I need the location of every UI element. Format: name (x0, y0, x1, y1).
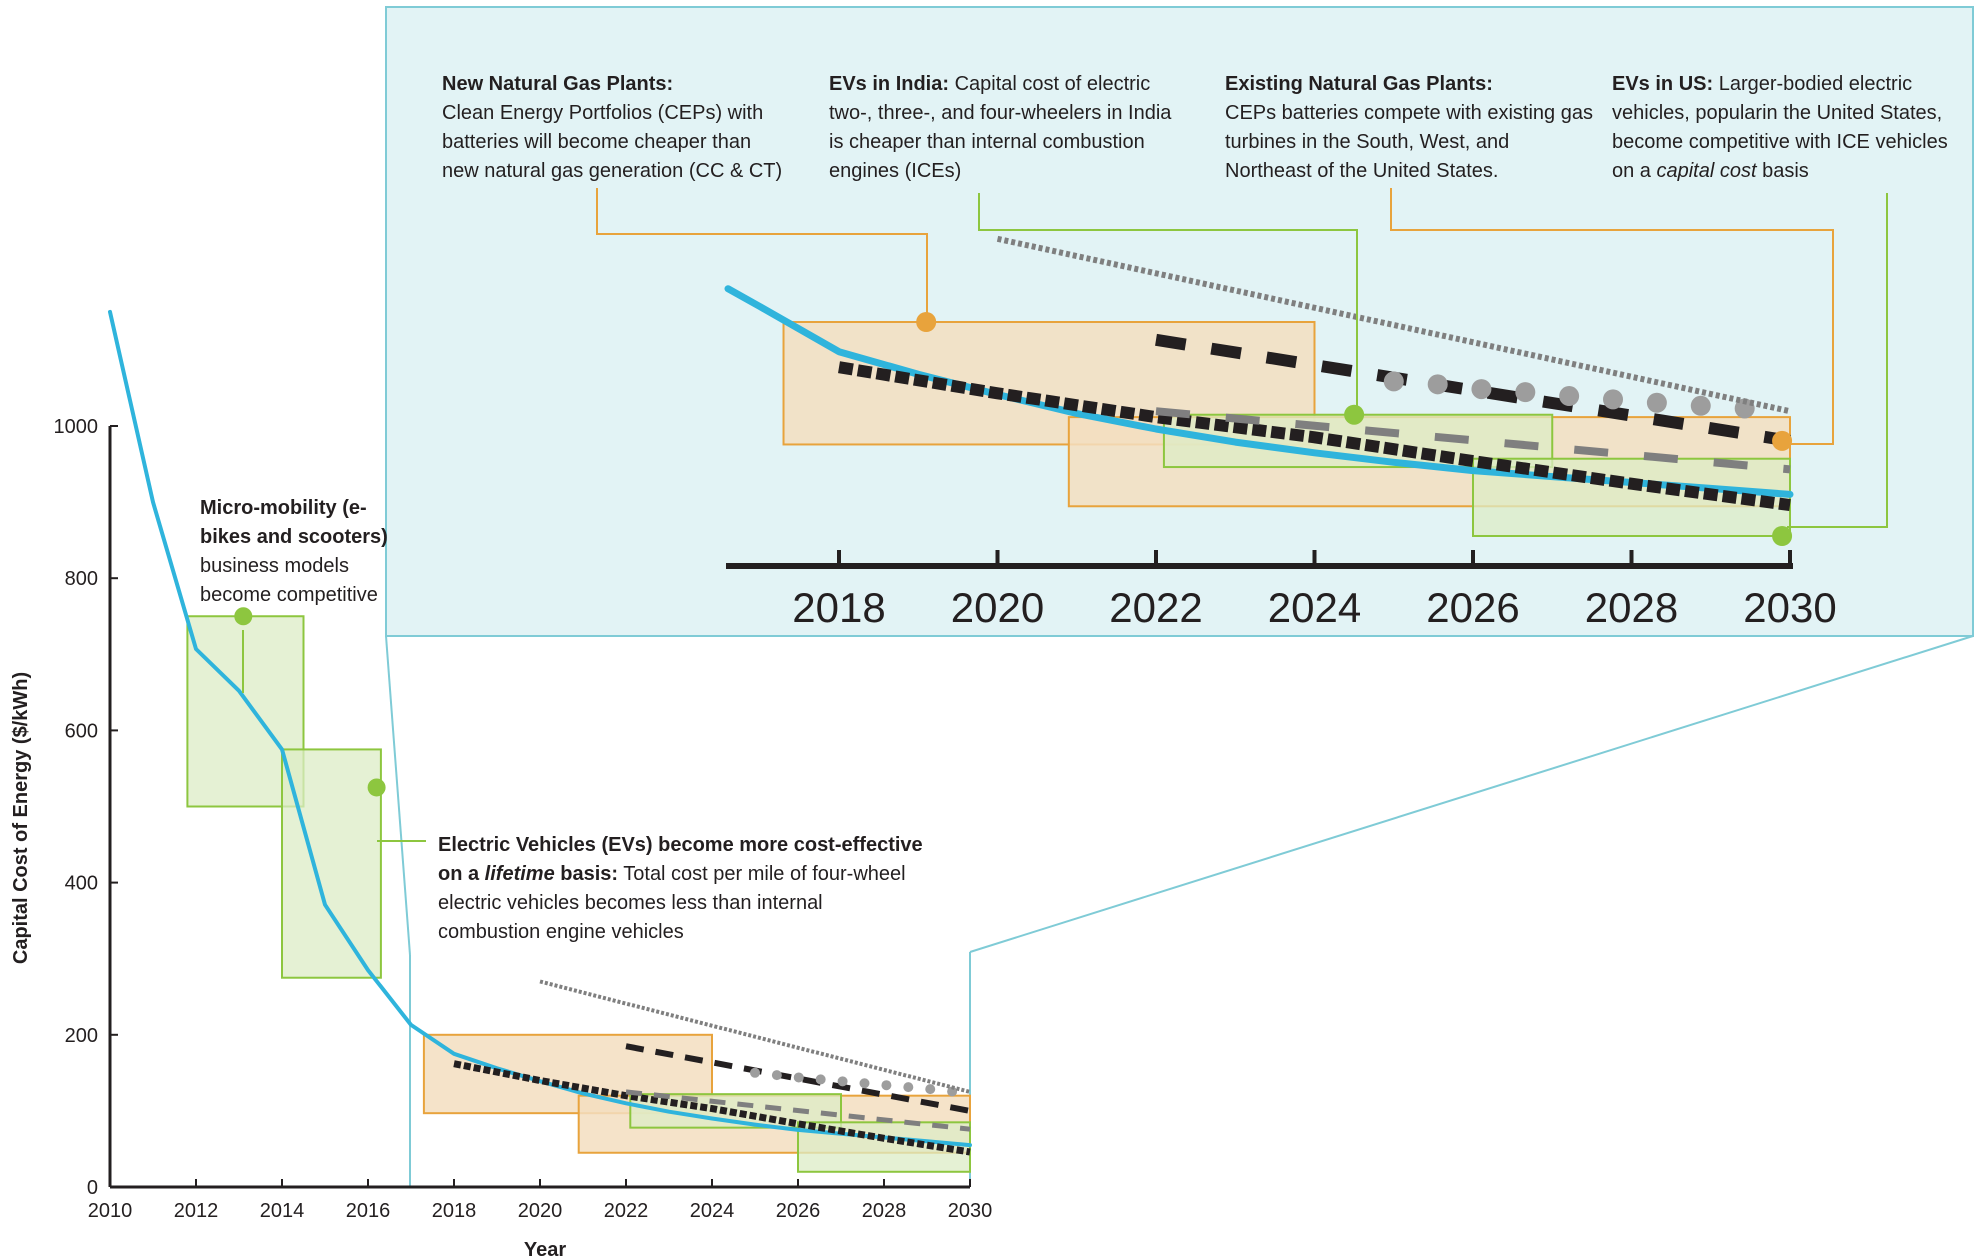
inset-x-tick-label-2018: 2018 (792, 584, 885, 631)
main-x-tick-label-2026: 2026 (776, 1200, 821, 1222)
main-axes: 2010 2012 2014 2016 2018 2020 2022 2024 2026 2028… (54, 416, 993, 1222)
inset-markers (916, 312, 1793, 546)
main-y-tick-label-200: 200 (65, 1025, 98, 1047)
main-range-boxes (186, 615, 971, 1173)
main-x-tick-label-2028: 2028 (862, 1200, 907, 1222)
annotation-micromobility: Micro-mobility (e-bikes and scooters) bu… (200, 494, 400, 610)
inset-series-dense-dotted-black (838, 361, 1791, 512)
main-y-tick-label-600: 600 (65, 720, 98, 742)
main-x-tick-label-2030: 2030 (948, 1200, 993, 1222)
main-x-tick-label-2020: 2020 (518, 1200, 563, 1222)
annotation-ev-india-bold: EVs in India: (829, 73, 950, 95)
inset-x-tick-label-2024: 2024 (1268, 584, 1361, 631)
annotation-micromobility-bold: Micro-mobility (e-bikes and scooters) (200, 497, 388, 548)
leader-new-gas (596, 188, 928, 322)
main-x-tick-label-2018: 2018 (432, 1200, 477, 1222)
annotation-micromobility-text: business models become competitive (200, 555, 378, 606)
main-series-dashed-gray (625, 1089, 971, 1132)
main-x-tick-label-2014: 2014 (260, 1200, 305, 1222)
inset-series-fine-dotted-gray (996, 235, 1791, 415)
main-y-tick-label-1000: 1000 (54, 416, 99, 438)
main-series (108, 309, 975, 1156)
inset-leader-lines (596, 188, 1888, 528)
annotation-ev-us-italic: capital cost (1656, 160, 1757, 182)
annotation-ev-lifetime-text: Total cost per mile of four-wheel electr… (438, 863, 906, 943)
inset-series-solid-blue (724, 285, 1794, 498)
leader-ev-india (978, 193, 1358, 414)
annotation-ev-lifetime-bold1: Electric Vehicles (EVs) become more cost… (438, 834, 923, 885)
main-x-tick-label-2012: 2012 (174, 1200, 219, 1222)
inset-marker-green-1 (1344, 404, 1365, 425)
zoom-connector-right (969, 635, 1974, 953)
main-markers (234, 607, 386, 797)
main-y-tick-label-400: 400 (65, 873, 98, 895)
main-x-tick-label-2016: 2016 (346, 1200, 391, 1222)
inset-x-tick-label-2026: 2026 (1426, 584, 1519, 631)
inset-marker-orange-0 (916, 312, 937, 332)
annotation-ev-us: EVs in US: Larger-bodied electric vehicl… (1612, 70, 1957, 186)
inset-x-tick-label-2030: 2030 (1743, 584, 1836, 631)
y-axis-title: Capital Cost of Energy ($/kWh) (10, 672, 32, 964)
main-marker-green-1 (367, 778, 386, 797)
annotation-existing-gas: Existing Natural Gas Plants: CEPs batter… (1225, 70, 1595, 186)
zoom-connector-left (385, 635, 411, 956)
main-x-tick-label-2024: 2024 (690, 1200, 735, 1222)
annotation-ev-india: EVs in India: Capital cost of electric t… (829, 70, 1174, 186)
main-x-tick-label-2010: 2010 (88, 1200, 133, 1222)
x-axis-title: Year (524, 1239, 566, 1259)
main-series-dense-dotted-black (453, 1060, 971, 1156)
annotation-new-gas: New Natural Gas Plants: Clean Energy Por… (442, 70, 787, 186)
inset-marker-green-3 (1772, 526, 1793, 546)
annotation-ev-india-text: Capital cost of electric two-, three-, a… (829, 73, 1172, 182)
main-range-box-green-1 (281, 748, 382, 979)
main-marker-green-0 (234, 607, 253, 626)
main-series-dotted-gray-circles (750, 1067, 975, 1099)
main-series-fine-dotted-gray (539, 979, 971, 1094)
main-x-tick-label-2022: 2022 (604, 1200, 649, 1222)
annotation-ev-us-text1: Larger-bodied electric vehicles, popular… (1612, 73, 1948, 182)
inset-marker-orange-2 (1772, 430, 1793, 451)
inset-x-tick-label-2022: 2022 (1109, 584, 1202, 631)
annotation-ev-us-text2: basis (1756, 160, 1809, 182)
main-y-tick-label-0: 0 (87, 1177, 98, 1199)
inset-axis: 2018 2020 2022 2024 2026 2028 2030 (726, 550, 1837, 631)
zoom-connectors (385, 635, 1974, 1187)
inset-series-dotted-gray-circles (1383, 371, 1761, 419)
inset-x-tick-label-2028: 2028 (1585, 584, 1678, 631)
annotation-existing-gas-text: CEPs batteries compete with existing gas… (1225, 102, 1593, 182)
leader-existing-gas (1390, 188, 1834, 445)
main-y-tick-label-800: 800 (65, 568, 98, 590)
main-series-solid-blue (108, 309, 972, 1148)
annotation-ev-lifetime-italic: lifetime (484, 863, 555, 885)
inset-x-tick-label-2020: 2020 (951, 584, 1044, 631)
annotation-existing-gas-bold: Existing Natural Gas Plants: (1225, 73, 1493, 95)
main-leader-lines (242, 630, 426, 842)
annotation-new-gas-bold: New Natural Gas Plants: (442, 73, 674, 95)
annotation-ev-lifetime-bold2: basis: (554, 863, 619, 885)
leader-ev-us (1787, 193, 1888, 528)
inset-series (724, 235, 1794, 512)
annotation-new-gas-text: Clean Energy Portfolios (CEPs) with batt… (442, 102, 783, 182)
annotation-ev-lifetime: Electric Vehicles (EVs) become more cost… (438, 831, 923, 947)
annotation-ev-us-bold: EVs in US: (1612, 73, 1714, 95)
